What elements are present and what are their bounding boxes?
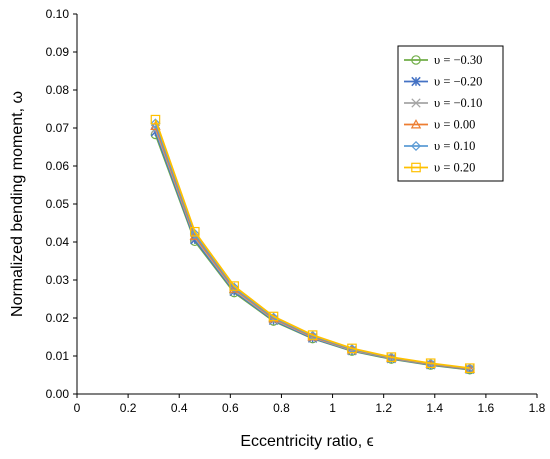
y-axis-title: Normalized bending moment, ω: [9, 91, 26, 317]
y-tick-label: 0.08: [46, 83, 70, 97]
legend-entry: υ = 0.20: [404, 161, 475, 175]
legend-marker: [410, 140, 422, 152]
legend-entry: υ = −0.10: [404, 96, 482, 110]
y-tick-label: 0.00: [46, 387, 70, 401]
x-ticks: 0 0.2 0.4 0.6 0.8 1 1.2 1.4 1.6 1.8: [74, 394, 546, 415]
data-point: [268, 312, 279, 323]
legend-entry: υ = −0.30: [404, 53, 482, 67]
data-point: [386, 352, 397, 362]
legend-marker: [411, 162, 421, 173]
data-point: [189, 228, 200, 240]
data-point: [150, 114, 161, 125]
x-tick-label: 0: [74, 401, 81, 415]
x-tick-label: 1: [329, 401, 336, 415]
legend-label: υ = 0.20: [434, 161, 475, 175]
data-point: [464, 363, 475, 373]
x-tick-label: 0.8: [273, 401, 290, 415]
data-point: [229, 281, 239, 291]
legend-marker: [411, 98, 421, 108]
x-axis-title: Eccentricity ratio, ϵ: [240, 433, 373, 450]
x-tick-label: 1.6: [478, 401, 495, 415]
legend-entry: υ = 0.00: [404, 118, 475, 132]
x-tick-label: 1.2: [375, 401, 392, 415]
y-tick-label: 0.03: [46, 273, 70, 287]
data-point: [150, 118, 161, 129]
y-tick-label: 0.06: [46, 159, 70, 173]
legend-box: [397, 45, 504, 182]
y-tick-label: 0.10: [46, 7, 70, 21]
legend-entry: υ = 0.10: [404, 139, 475, 153]
legend-label: υ = 0.10: [434, 139, 475, 153]
legend-label: υ = 0.00: [434, 118, 475, 132]
x-tick-label: 0.2: [120, 401, 137, 415]
x-tick-label: 1.8: [529, 401, 546, 415]
y-ticks: 0.00 0.01 0.02 0.03 0.04 0.05 0.06 0.07 0.08 0.09…: [46, 7, 77, 401]
y-tick-label: 0.01: [46, 349, 70, 363]
series-5: [150, 114, 475, 373]
y-tick-label: 0.07: [46, 121, 70, 135]
x-tick-label: 1.4: [426, 401, 443, 415]
data-point: [229, 282, 240, 293]
legend-entry: υ = −0.20: [404, 75, 482, 89]
legend-marker: [411, 55, 421, 65]
legend-label: υ = −0.30: [434, 53, 482, 67]
legend-label: υ = −0.20: [434, 75, 482, 89]
y-tick-label: 0.09: [46, 45, 70, 59]
series-line: [154, 119, 470, 370]
data-point: [268, 311, 279, 322]
y-tick-label: 0.04: [46, 235, 70, 249]
data-point: [347, 343, 357, 354]
x-tick-label: 0.6: [222, 401, 239, 415]
data-point: [190, 226, 200, 237]
y-tick-label: 0.05: [46, 197, 70, 211]
data-point: [307, 330, 318, 340]
series-group: [150, 114, 476, 375]
legend-marker: [411, 76, 421, 87]
data-point: [425, 358, 436, 369]
legend-label: υ = −0.10: [434, 96, 482, 110]
x-tick-label: 0.4: [171, 401, 188, 415]
legend: υ = −0.30 υ = −0.20 υ = −0.10 υ = 0.00 υ = 0…: [397, 45, 504, 182]
y-tick-label: 0.02: [46, 311, 70, 325]
legend-marker: [410, 119, 422, 129]
